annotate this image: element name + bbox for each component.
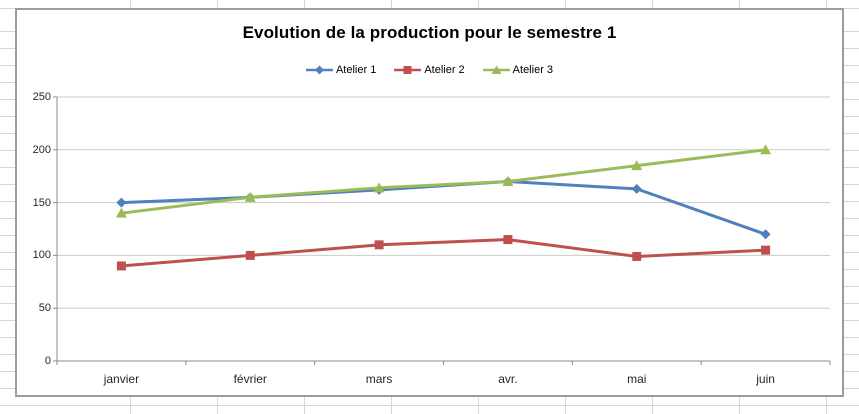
x-category-label: mars [365, 372, 393, 386]
series-marker-atelier-1 [116, 197, 127, 208]
x-category-label: mai [627, 372, 647, 386]
series-marker-atelier-3 [244, 191, 256, 202]
series-marker-atelier-3 [760, 144, 772, 155]
legend-item-atelier-1[interactable]: Atelier 1 [305, 64, 377, 76]
series-marker-atelier-2 [116, 261, 126, 271]
x-category-label: janvier [103, 372, 140, 386]
y-tick-label: 0 [44, 355, 51, 367]
series-marker-atelier-3 [115, 207, 127, 218]
series-marker-atelier-3 [373, 182, 385, 193]
legend-label: Atelier 3 [512, 64, 554, 76]
series-marker-atelier-1 [631, 183, 642, 194]
legend-label: Atelier 1 [335, 64, 377, 76]
series-line-atelier-2[interactable] [119, 238, 768, 268]
x-category-label: avr. [498, 372, 518, 386]
series-marker-atelier-2 [245, 250, 255, 260]
y-tick-label: 100 [32, 249, 51, 262]
series-line-atelier-1[interactable] [119, 179, 768, 236]
series-marker-atelier-2 [374, 240, 384, 250]
chart-legend: Atelier 1 Atelier 2 Atelier 3 [17, 62, 842, 78]
y-tick-label: 150 [32, 196, 51, 209]
series-marker-atelier-3 [502, 175, 514, 186]
y-tick-label: 200 [32, 143, 51, 156]
series-marker-atelier-3 [631, 160, 643, 171]
series-marker-atelier-2 [632, 251, 642, 261]
legend-item-atelier-2[interactable]: Atelier 2 [394, 64, 465, 76]
series-line-atelier-3[interactable] [119, 148, 768, 215]
line-square-marker-icon [394, 64, 422, 76]
legend-item-atelier-3[interactable]: Atelier 3 [482, 64, 554, 76]
legend-label: Atelier 2 [424, 64, 465, 76]
series-marker-atelier-2 [761, 245, 771, 255]
chart-title: Evolution de la production pour le semes… [242, 23, 617, 42]
series-marker-atelier-2 [503, 235, 513, 245]
series-marker-atelier-1 [760, 229, 771, 240]
line-diamond-marker-icon [305, 64, 333, 76]
y-tick-label: 50 [38, 302, 51, 315]
plot-svg [53, 96, 831, 365]
x-category-label: juin [756, 372, 775, 386]
x-category-label: février [233, 372, 267, 386]
chart-object[interactable]: Evolution de la production pour le semes… [15, 8, 844, 397]
y-tick-label: 250 [32, 91, 51, 103]
line-triangle-marker-icon [482, 64, 510, 76]
